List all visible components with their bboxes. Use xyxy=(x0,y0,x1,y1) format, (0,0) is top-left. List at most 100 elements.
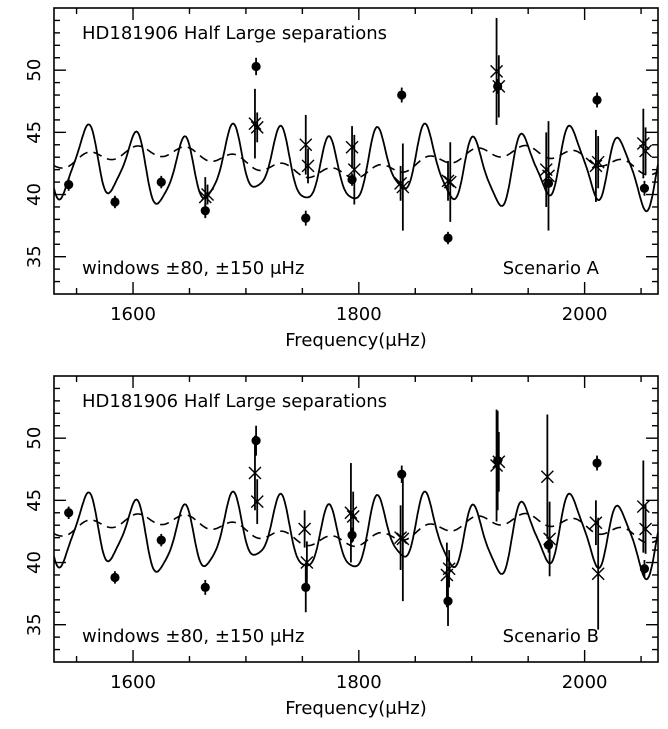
cross-point xyxy=(442,562,456,576)
dot-point xyxy=(443,596,453,606)
annotation-windows: windows ±80, ±150 μHz xyxy=(82,626,304,647)
cross-point xyxy=(639,144,653,158)
model-solid-line xyxy=(54,122,658,213)
cross-point xyxy=(589,516,603,530)
cross-stroke xyxy=(589,159,603,173)
cross-stroke xyxy=(248,466,262,480)
cross-point xyxy=(250,120,264,134)
dot-point xyxy=(110,197,120,207)
panel-scenario-b: 1600 1800 2000 35 40 45 50 HD181906 Half Large… xyxy=(24,375,659,719)
cross-stroke xyxy=(301,159,315,173)
cross-stroke xyxy=(298,522,312,536)
dot-point xyxy=(64,179,74,190)
annotation-scenario: Scenario A xyxy=(503,258,600,279)
cross-point xyxy=(636,500,650,514)
dot-point xyxy=(639,564,650,574)
x-tick-label: 1600 xyxy=(110,304,156,325)
y-tick-label: 40 xyxy=(24,183,45,206)
cross-stroke xyxy=(346,510,360,524)
cross-stroke xyxy=(636,500,650,514)
chart-title: HD181906 Half Large separations xyxy=(82,23,387,44)
cross-point xyxy=(540,470,554,484)
cross-stroke xyxy=(396,180,410,194)
y-tick-label: 50 xyxy=(24,427,45,450)
cross-stroke xyxy=(639,522,653,536)
cross-point xyxy=(248,117,262,131)
cross-stroke xyxy=(540,470,554,484)
cross-point xyxy=(639,522,653,536)
cross-stroke xyxy=(396,532,410,546)
x-tick-label: 2000 xyxy=(562,304,608,325)
x-axis-label: Frequency(μHz) xyxy=(285,330,426,351)
cross-point xyxy=(396,532,410,546)
cross-stroke xyxy=(299,138,313,152)
dot-point xyxy=(200,206,210,216)
cross-stroke xyxy=(591,155,605,169)
dot-point xyxy=(639,183,650,193)
cross-stroke xyxy=(636,137,650,151)
cross-point xyxy=(250,495,264,509)
plot-marks xyxy=(54,17,658,245)
cross-stroke xyxy=(347,163,361,177)
axis-ticks: 1600 1800 2000 35 40 45 50 xyxy=(24,376,658,693)
cross-point xyxy=(347,163,361,177)
cross-stroke xyxy=(442,562,456,576)
x-tick-label: 2000 xyxy=(562,672,608,693)
dot-point xyxy=(493,81,503,91)
dot-point xyxy=(397,469,407,479)
dot-point xyxy=(251,436,261,446)
dot-point xyxy=(543,540,554,550)
cross-point xyxy=(394,176,408,190)
cross-stroke xyxy=(248,117,262,131)
cross-stroke xyxy=(394,176,408,190)
dot-point xyxy=(301,213,311,223)
cross-point xyxy=(441,174,455,188)
plot-frame xyxy=(53,375,659,663)
dot-point xyxy=(592,458,602,468)
dot-point xyxy=(347,175,357,185)
cross-stroke xyxy=(639,144,653,158)
dot-point xyxy=(156,535,166,545)
cross-point xyxy=(589,159,603,173)
y-tick-label: 45 xyxy=(24,121,45,144)
dot-point xyxy=(251,61,261,72)
dot-point xyxy=(592,95,602,105)
x-axis-label: Frequency(μHz) xyxy=(285,698,426,719)
dot-point xyxy=(347,530,357,540)
cross-point xyxy=(201,188,215,202)
y-tick-label: 45 xyxy=(24,489,45,512)
cross-stroke xyxy=(250,120,264,134)
cross-stroke xyxy=(443,175,457,189)
cross-point xyxy=(299,138,313,152)
cross-stroke xyxy=(345,140,359,154)
cross-point xyxy=(490,64,504,78)
cross-stroke xyxy=(441,174,455,188)
cross-point xyxy=(300,556,314,570)
dot-point xyxy=(443,233,453,243)
x-tick-label: 1800 xyxy=(336,304,382,325)
cross-stroke xyxy=(250,495,264,509)
cross-point xyxy=(248,466,262,480)
panel-scenario-a: 1600 1800 2000 35 40 45 50 HD181906 Half Large… xyxy=(24,7,659,351)
dot-point xyxy=(64,508,74,518)
cross-point xyxy=(591,155,605,169)
cross-point xyxy=(396,180,410,194)
axis-ticks: 1600 1800 2000 35 40 45 50 xyxy=(24,8,658,325)
dot-point xyxy=(200,582,210,592)
cross-stroke xyxy=(344,506,358,520)
cross-stroke xyxy=(490,64,504,78)
dot-point xyxy=(397,90,407,100)
x-tick-label: 1600 xyxy=(110,672,156,693)
dot-point xyxy=(543,178,554,188)
chart-title: HD181906 Half Large separations xyxy=(82,391,387,412)
cross-point xyxy=(345,140,359,154)
cross-point xyxy=(636,137,650,151)
annotation-windows: windows ±80, ±150 μHz xyxy=(82,258,304,279)
cross-stroke xyxy=(394,531,408,545)
cross-stroke xyxy=(300,556,314,570)
cross-point xyxy=(591,567,605,581)
plot-marks xyxy=(54,409,658,630)
cross-stroke xyxy=(591,567,605,581)
dot-point xyxy=(110,572,120,583)
